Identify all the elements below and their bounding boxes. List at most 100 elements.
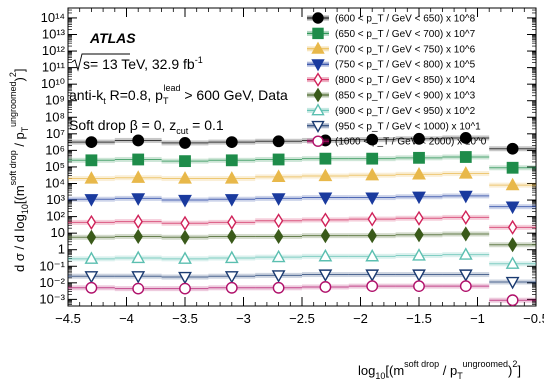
data-points: [84, 132, 520, 307]
data-point: [84, 251, 99, 264]
legend-label: (900 < p_T / GeV < 950) x 10^2: [335, 106, 476, 117]
legend-marker: [313, 87, 323, 103]
data-point: [178, 271, 192, 285]
y-tick-label: 1: [58, 242, 65, 257]
data-point: [366, 280, 379, 293]
y-tick-label: 10⁶: [45, 142, 65, 157]
data-point: [131, 250, 146, 264]
data-point: [505, 276, 520, 290]
data-point: [413, 280, 425, 293]
y-tick-label: 10⁵: [45, 159, 65, 174]
data-point: [458, 269, 473, 282]
data-point: [179, 155, 191, 168]
legend-label: (1000 < p_T / GeV < 2000) x 10^0: [335, 137, 487, 148]
sqrt-s-text: s= 13 TeV, 32.9 fb: [83, 56, 195, 72]
y-tick-label: 10²: [46, 209, 65, 224]
lumi-unit-sup: -1: [195, 55, 203, 65]
x-tick-label: −3.5: [172, 311, 198, 326]
data-point: [85, 281, 98, 294]
data-point: [85, 154, 98, 167]
data-point: [273, 228, 284, 245]
legend-marker: [311, 41, 325, 54]
x-tick-label: −3: [236, 311, 251, 326]
data-point: [366, 133, 379, 146]
data-point: [505, 177, 520, 191]
y-tick-label: 10¹¹: [42, 60, 66, 75]
data-point: [507, 219, 518, 235]
legend-marker: [312, 135, 324, 147]
svg-text:log10[(msoft drop / pTungroome: log10[(msoft drop / pTungroomed)2]: [358, 359, 521, 381]
data-point: [507, 237, 518, 253]
data-point: [412, 248, 426, 261]
y-tick-label: 10¹⁰: [41, 76, 65, 91]
data-point: [225, 154, 238, 167]
data-point: [459, 151, 472, 163]
legend-label: (850 < p_T / GeV < 900) x 10^3: [335, 91, 476, 102]
data-point: [271, 193, 286, 206]
data-point: [227, 214, 237, 230]
data-point: [178, 194, 192, 208]
soft-drop-label: Soft drop β = 0, zcut = 0.1: [69, 117, 224, 136]
data-point: [365, 192, 380, 205]
y-tick-label: 10⁻¹: [39, 258, 65, 273]
data-point: [272, 281, 285, 294]
data-point: [180, 215, 190, 231]
x-tick-label: −2: [353, 311, 368, 326]
data-point: [320, 228, 331, 244]
y-tick-label: 10¹²: [42, 43, 66, 58]
data-point: [461, 209, 471, 225]
data-point: [180, 229, 190, 245]
legend-marker: [313, 72, 323, 87]
atlas-label: ATLAS: [89, 30, 136, 46]
data-point: [179, 282, 191, 295]
legend-marker: [311, 103, 325, 116]
y-tick-label: 10⁸: [45, 109, 65, 124]
data-point: [318, 269, 333, 282]
data-point: [459, 280, 472, 293]
data-point: [178, 251, 192, 264]
data-point: [319, 152, 332, 165]
data-point: [227, 228, 237, 245]
data-point: [318, 248, 333, 262]
legend-marker: [311, 120, 325, 134]
legend-label: (650 < p_T / GeV < 700) x 10^7: [335, 29, 476, 40]
x-tick-label: −2.5: [289, 311, 315, 326]
data-point: [458, 190, 473, 204]
data-point: [224, 171, 239, 184]
data-point: [365, 167, 380, 181]
y-tick-label: 10¹⁴: [41, 10, 65, 25]
data-point: [367, 228, 377, 244]
data-point: [272, 135, 285, 148]
legend-marker: [312, 27, 324, 40]
data-point: [412, 191, 426, 205]
data-point: [133, 228, 143, 245]
jet-selection-label: anti-kt R=0.8, pTlead > 600 GeV, Data: [69, 83, 288, 106]
data-point: [132, 153, 145, 166]
data-point: [365, 248, 380, 262]
data-point: [459, 132, 472, 144]
data-point: [414, 210, 424, 226]
data-point: [365, 269, 380, 282]
data-point: [413, 132, 425, 145]
data-point: [271, 270, 286, 283]
data-point: [506, 294, 519, 307]
data-point: [272, 153, 285, 166]
data-point: [458, 247, 473, 260]
sqrt-s-label: s= 13 TeV, 32.9 fb-1: [71, 53, 203, 72]
data-point: [131, 170, 146, 183]
data-point: [271, 249, 286, 263]
y-tick-label: 10⁻²: [39, 275, 65, 290]
data-point: [84, 171, 99, 184]
y-tick-label: 10¹³: [42, 26, 66, 41]
data-point: [224, 271, 239, 284]
y-tick-label: 10³: [46, 192, 65, 207]
data-point: [86, 229, 97, 245]
y-tick-label: 10: [51, 225, 65, 240]
data-point: [506, 142, 519, 155]
y-axis-title: d σ / d log10[(msoft drop / pTungroomed)…: [8, 69, 30, 273]
x-tick-label: −0.5: [523, 311, 544, 326]
y-tick-label: 10⁻³: [39, 291, 65, 306]
data-point: [366, 152, 379, 165]
legend-label: (800 < p_T / GeV < 850) x 10^4: [335, 75, 476, 86]
